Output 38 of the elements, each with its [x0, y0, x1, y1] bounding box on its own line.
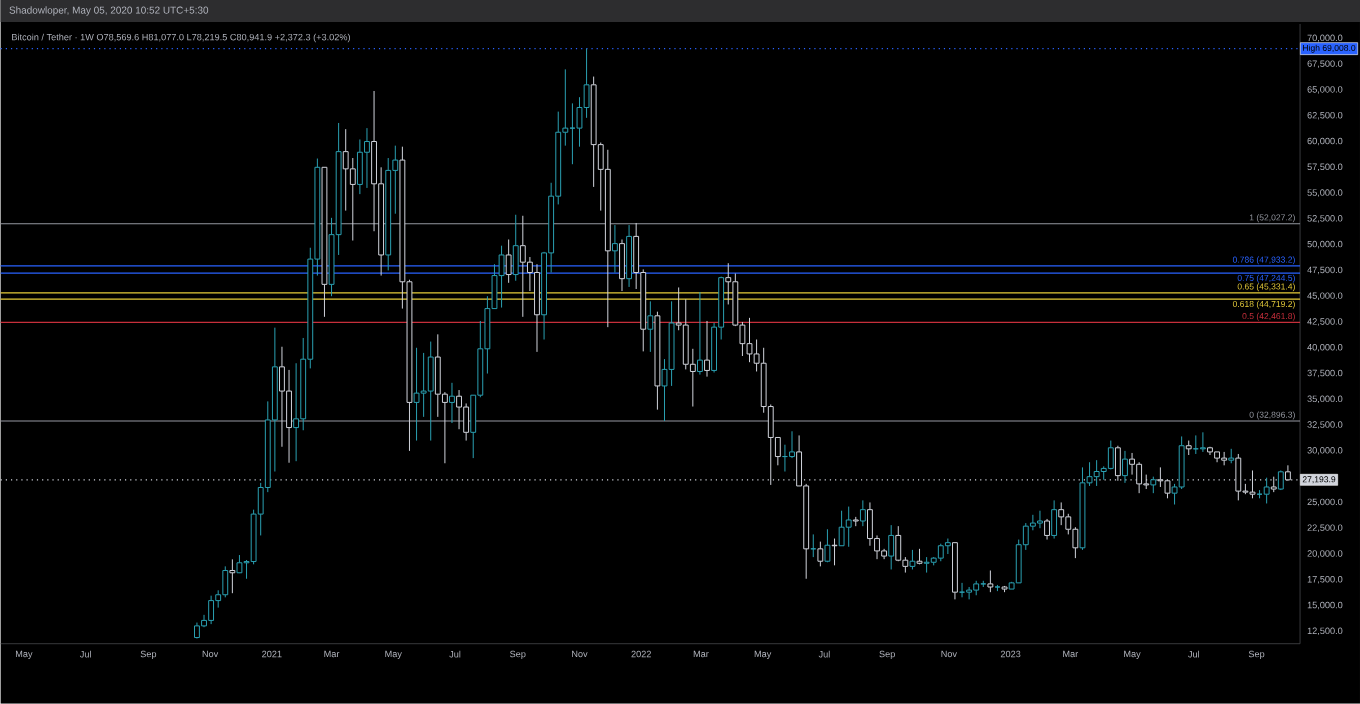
- candlestick: [512, 214, 519, 282]
- candlestick: [1221, 451, 1228, 466]
- candlestick: [1093, 459, 1100, 487]
- candlestick: [385, 157, 392, 272]
- candlestick: [194, 622, 200, 639]
- candlestick: [888, 524, 895, 571]
- candlestick: [626, 224, 632, 288]
- candlestick: [519, 215, 526, 318]
- candlestick: [1157, 467, 1164, 488]
- candlestick: [427, 341, 434, 442]
- candlestick: [505, 239, 512, 284]
- candlestick: [463, 403, 470, 442]
- candlestick: [364, 127, 370, 189]
- candlestick: [696, 291, 703, 376]
- candlestick: [604, 149, 611, 328]
- candlestick: [619, 239, 625, 292]
- candlestick: [845, 506, 852, 548]
- candlestick: [434, 334, 441, 418]
- candlestick: [208, 595, 215, 625]
- candlestick: [923, 556, 930, 574]
- candlestick: [966, 586, 973, 601]
- candlestick: [456, 389, 462, 430]
- candlestick: [1037, 510, 1043, 529]
- candlestick: [349, 157, 356, 242]
- candlestick: [229, 559, 236, 594]
- candlestick: [704, 320, 710, 378]
- candlestick: [293, 362, 300, 462]
- candlestick: [1079, 467, 1086, 551]
- candlestick: [286, 369, 292, 464]
- candlestick: [449, 382, 455, 424]
- candlestick: [668, 301, 675, 387]
- candlestick: [867, 502, 873, 547]
- candlestick: [279, 346, 285, 448]
- candlestick: [1199, 431, 1206, 453]
- candlestick: [356, 139, 363, 195]
- candlestick: [1122, 450, 1128, 484]
- candlestick: [1051, 500, 1058, 540]
- candlestick: [569, 103, 576, 165]
